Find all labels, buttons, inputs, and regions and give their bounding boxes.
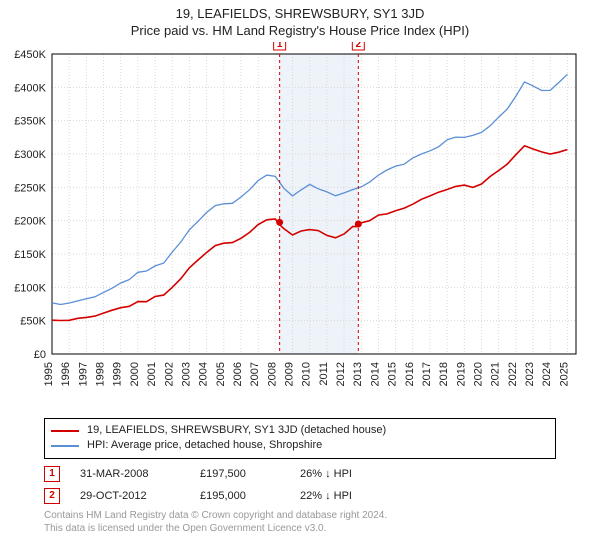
sale-date: 31-MAR-2008 xyxy=(80,468,180,480)
svg-text:£450K: £450K xyxy=(14,49,46,61)
svg-text:2022: 2022 xyxy=(507,362,519,386)
sale-row: 1 31-MAR-2008 £197,500 26% ↓ HPI xyxy=(44,463,556,485)
svg-text:2014: 2014 xyxy=(369,362,381,386)
svg-text:1: 1 xyxy=(277,42,283,50)
chart-svg: £0 £50K £100K £150K £200K £250K £300K £350K £400… xyxy=(0,42,600,412)
svg-text:2016: 2016 xyxy=(404,362,416,386)
sale-marker-icon: 2 xyxy=(44,488,60,504)
svg-text:2008: 2008 xyxy=(266,362,278,386)
svg-text:2013: 2013 xyxy=(352,362,364,386)
legend-swatch xyxy=(51,445,79,447)
svg-text:2025: 2025 xyxy=(558,362,570,386)
legend-label: 19, LEAFIELDS, SHREWSBURY, SY1 3JD (deta… xyxy=(87,423,386,438)
page-subtitle: Price paid vs. HM Land Registry's House … xyxy=(0,21,600,42)
svg-text:2024: 2024 xyxy=(541,362,553,386)
sale-marker-icon: 1 xyxy=(44,466,60,482)
svg-text:2018: 2018 xyxy=(438,362,450,386)
svg-text:1995: 1995 xyxy=(43,362,55,386)
svg-text:2006: 2006 xyxy=(232,362,244,386)
svg-text:2001: 2001 xyxy=(146,362,158,386)
legend-swatch xyxy=(51,430,79,432)
page: 19, LEAFIELDS, SHREWSBURY, SY1 3JD Price… xyxy=(0,0,600,535)
footer: Contains HM Land Registry data © Crown c… xyxy=(44,509,556,535)
sale-price: £197,500 xyxy=(200,468,280,480)
legend-label: HPI: Average price, detached house, Shro… xyxy=(87,438,322,453)
svg-text:£150K: £150K xyxy=(14,249,46,261)
svg-text:£50K: £50K xyxy=(20,316,46,328)
svg-text:2005: 2005 xyxy=(215,362,227,386)
svg-text:2000: 2000 xyxy=(129,362,141,386)
svg-text:2019: 2019 xyxy=(455,362,467,386)
svg-text:£300K: £300K xyxy=(14,149,46,161)
svg-text:2009: 2009 xyxy=(284,362,296,386)
svg-text:1999: 1999 xyxy=(112,362,124,386)
svg-text:2012: 2012 xyxy=(335,362,347,386)
svg-text:2015: 2015 xyxy=(387,362,399,386)
svg-text:2002: 2002 xyxy=(163,362,175,386)
svg-text:£100K: £100K xyxy=(14,282,46,294)
svg-text:2003: 2003 xyxy=(180,362,192,386)
svg-text:£200K: £200K xyxy=(14,216,46,228)
svg-text:2020: 2020 xyxy=(473,362,485,386)
svg-text:2023: 2023 xyxy=(524,362,536,386)
svg-text:2007: 2007 xyxy=(249,362,261,386)
svg-text:£250K: £250K xyxy=(14,182,46,194)
footer-line: Contains HM Land Registry data © Crown c… xyxy=(44,509,556,522)
svg-text:2010: 2010 xyxy=(301,362,313,386)
legend: 19, LEAFIELDS, SHREWSBURY, SY1 3JD (deta… xyxy=(44,418,556,459)
sale-price: £195,000 xyxy=(200,490,280,502)
legend-item-subject: 19, LEAFIELDS, SHREWSBURY, SY1 3JD (deta… xyxy=(51,423,549,438)
svg-text:2011: 2011 xyxy=(318,362,330,386)
svg-text:£350K: £350K xyxy=(14,116,46,128)
sales-table: 1 31-MAR-2008 £197,500 26% ↓ HPI 2 29-OC… xyxy=(44,463,556,507)
price-chart: £0 £50K £100K £150K £200K £250K £300K £350K £400… xyxy=(0,42,600,412)
svg-text:2021: 2021 xyxy=(490,362,502,386)
sale-delta: 22% ↓ HPI xyxy=(300,490,400,502)
svg-text:2017: 2017 xyxy=(421,362,433,386)
svg-text:1997: 1997 xyxy=(77,362,89,386)
page-title: 19, LEAFIELDS, SHREWSBURY, SY1 3JD xyxy=(0,0,600,21)
svg-text:1998: 1998 xyxy=(95,362,107,386)
svg-text:2: 2 xyxy=(356,42,362,50)
sale-delta: 26% ↓ HPI xyxy=(300,468,400,480)
svg-text:2004: 2004 xyxy=(198,362,210,386)
svg-text:1996: 1996 xyxy=(60,362,72,386)
sale-date: 29-OCT-2012 xyxy=(80,490,180,502)
legend-item-hpi: HPI: Average price, detached house, Shro… xyxy=(51,438,549,453)
svg-text:£0: £0 xyxy=(34,349,46,361)
sale-row: 2 29-OCT-2012 £195,000 22% ↓ HPI xyxy=(44,485,556,507)
footer-line: This data is licensed under the Open Gov… xyxy=(44,522,556,535)
svg-text:£400K: £400K xyxy=(14,82,46,94)
